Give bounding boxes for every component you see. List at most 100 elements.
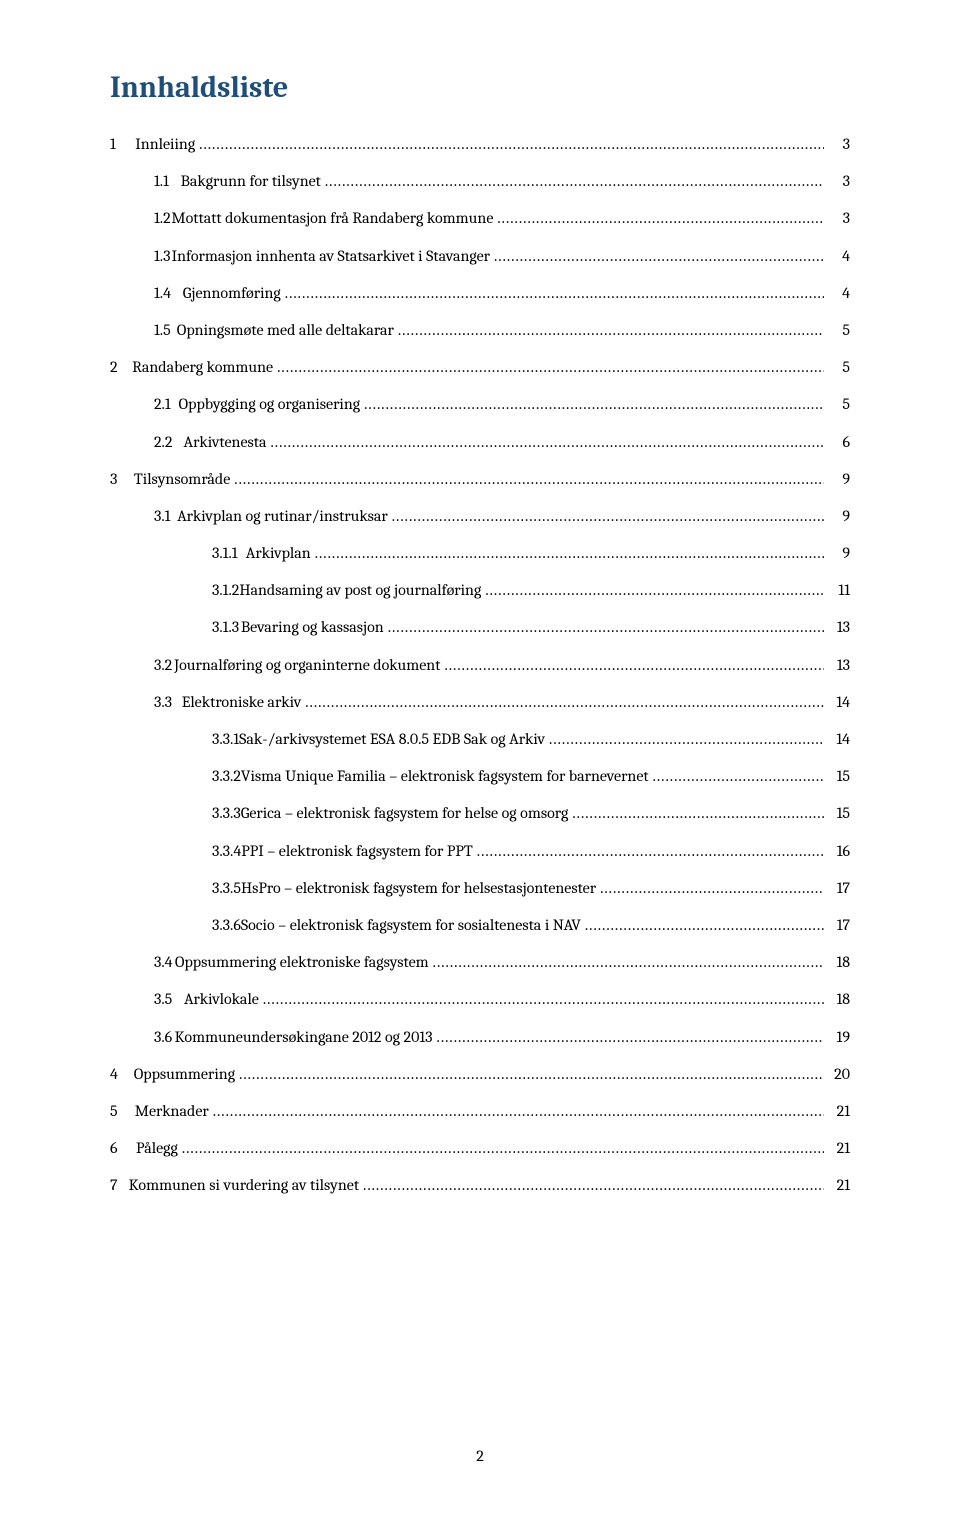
toc-entry: 6Pålegg21: [110, 1137, 850, 1160]
toc-entry-number: 3.2: [154, 654, 174, 677]
toc-entry-number: 3.3.6: [212, 914, 241, 937]
toc-entry-page: 6: [828, 431, 850, 454]
toc-entry-page: 18: [828, 951, 850, 974]
toc-entry-number: 1.4: [154, 282, 183, 305]
toc-entry-label: Opningsmøte med alle deltakarar: [177, 319, 394, 342]
toc-entry-number: 3.3.3: [212, 802, 241, 825]
toc-leader-dots: [364, 393, 824, 416]
toc-entry: 3.3.3Gerica – elektronisk fagsystem for …: [110, 802, 850, 825]
toc-entry-number: 1.5: [154, 319, 177, 342]
toc-entry-number: 3.3: [154, 691, 182, 714]
toc-leader-dots: [398, 319, 824, 342]
toc-entry-page: 14: [828, 691, 850, 714]
toc-entry-number: 3.3.2: [212, 765, 241, 788]
toc-entry-number: 3: [110, 468, 134, 491]
toc-entry-page: 4: [828, 282, 850, 305]
toc-leader-dots: [437, 1026, 824, 1049]
toc-entry-label: Arkivtenesta: [184, 431, 267, 454]
toc-leader-dots: [213, 1100, 824, 1123]
toc-entry-page: 9: [828, 468, 850, 491]
toc-entry: 1.2Mottatt dokumentasjon frå Randaberg k…: [110, 207, 850, 230]
toc-entry-number: 4: [110, 1063, 134, 1086]
toc-leader-dots: [653, 765, 824, 788]
toc-entry-page: 9: [828, 542, 850, 565]
toc-leader-dots: [585, 914, 824, 937]
toc-leader-dots: [315, 542, 824, 565]
toc-entry-label: HsPro – elektronisk fagsystem for helses…: [241, 877, 596, 900]
toc-entry-label: Arkivplan: [246, 542, 311, 565]
toc-entry-label: Mottatt dokumentasjon frå Randaberg komm…: [171, 207, 493, 230]
toc-entry-number: 2.2: [154, 431, 184, 454]
toc-entry: 1.3Informasjon innhenta av Statsarkivet …: [110, 245, 850, 268]
toc-entry: 3.3.2Visma Unique Familia – elektronisk …: [110, 765, 850, 788]
toc-leader-dots: [549, 728, 824, 751]
toc-entry-label: Gjennomføring: [183, 282, 281, 305]
toc-entry: 1Innleiing3: [110, 133, 850, 156]
toc-entry-label: Bevaring og kassasjon: [241, 616, 384, 639]
toc-entry-label: Sak-/arkivsystemet ESA 8.0.5 EDB Sak og …: [239, 728, 545, 751]
toc-entry-page: 5: [828, 319, 850, 342]
toc-leader-dots: [182, 1137, 824, 1160]
document-page: Innhaldsliste 1Innleiing3 1.1Bakgrunn for…: [0, 0, 960, 1515]
toc-leader-dots: [433, 951, 824, 974]
toc-entry-number: 6: [110, 1137, 136, 1160]
toc-entry: 2.1Oppbygging og organisering5: [110, 393, 850, 416]
toc-entry-number: 3.5: [154, 988, 184, 1011]
toc-entry-page: 17: [828, 914, 850, 937]
toc-entry-label: Randaberg kommune: [132, 356, 273, 379]
toc-entry-page: 16: [828, 840, 850, 863]
toc-leader-dots: [271, 431, 825, 454]
toc-entry-number: 3.1.1: [212, 542, 246, 565]
toc-entry: 7Kommunen si vurdering av tilsynet21: [110, 1174, 850, 1197]
toc-entry-page: 3: [828, 133, 850, 156]
toc-entry-label: Tilsynsområde: [134, 468, 230, 491]
toc-entry: 3.3.4PPI – elektronisk fagsystem for PPT…: [110, 840, 850, 863]
toc-entry-page: 21: [828, 1137, 850, 1160]
toc-entry-label: Oppsummering: [134, 1063, 235, 1086]
toc-entry-number: 1: [110, 133, 135, 156]
toc-entry-label: Visma Unique Familia – elektronisk fagsy…: [241, 765, 649, 788]
toc-entry: 3.1.2Handsaming av post og journalføring…: [110, 579, 850, 602]
toc-entry-label: Elektroniske arkiv: [182, 691, 302, 714]
toc-entry-number: 3.3.1: [212, 728, 239, 751]
toc-leader-dots: [388, 616, 824, 639]
toc-entry-label: Journalføring og organinterne dokument: [174, 654, 440, 677]
toc-entry-page: 14: [828, 728, 850, 751]
toc-leader-dots: [363, 1174, 824, 1197]
table-of-contents: 1Innleiing31.1Bakgrunn for tilsynet31.2M…: [110, 133, 850, 1197]
toc-entry-number: 5: [110, 1100, 135, 1123]
toc-entry-number: 3.3.4: [212, 840, 241, 863]
toc-entry-label: Kommuneundersøkingane 2012 og 2013: [175, 1026, 433, 1049]
toc-entry-label: Oppsummering elektroniske fagsystem: [175, 951, 429, 974]
toc-entry-number: 1.1: [154, 170, 181, 193]
toc-entry: 4Oppsummering20: [110, 1063, 850, 1086]
toc-leader-dots: [239, 1063, 824, 1086]
toc-entry-label: Handsaming av post og journalføring: [239, 579, 481, 602]
toc-entry-label: Socio – elektronisk fagsystem for sosial…: [241, 914, 581, 937]
toc-entry: 3.6Kommuneundersøkingane 2012 og 201319: [110, 1026, 850, 1049]
toc-leader-dots: [234, 468, 824, 491]
toc-entry-page: 17: [828, 877, 850, 900]
toc-entry-label: PPI – elektronisk fagsystem for PPT: [241, 840, 473, 863]
toc-entry: 5Merknader21: [110, 1100, 850, 1123]
toc-entry: 3.3.6Socio – elektronisk fagsystem for s…: [110, 914, 850, 937]
toc-entry: 3.3.1Sak-/arkivsystemet ESA 8.0.5 EDB Sa…: [110, 728, 850, 751]
toc-entry-label: Kommunen si vurdering av tilsynet: [129, 1174, 359, 1197]
toc-entry-label: Merknader: [135, 1100, 209, 1123]
toc-entry: 2Randaberg kommune 5: [110, 356, 850, 379]
toc-entry-page: 19: [828, 1026, 850, 1049]
toc-entry-page: 15: [828, 765, 850, 788]
toc-leader-dots: [392, 505, 824, 528]
toc-entry-page: 5: [828, 356, 850, 379]
toc-entry: 1.5Opningsmøte med alle deltakarar 5: [110, 319, 850, 342]
toc-leader-dots: [199, 133, 824, 156]
toc-leader-dots: [494, 245, 824, 268]
toc-entry-page: 11: [828, 579, 850, 602]
toc-entry: 1.1Bakgrunn for tilsynet3: [110, 170, 850, 193]
toc-entry-number: 2: [110, 356, 132, 379]
toc-entry-label: Bakgrunn for tilsynet: [181, 170, 321, 193]
page-title: Innhaldsliste: [110, 70, 850, 105]
toc-leader-dots: [572, 802, 824, 825]
toc-leader-dots: [263, 988, 824, 1011]
toc-leader-dots: [277, 356, 824, 379]
